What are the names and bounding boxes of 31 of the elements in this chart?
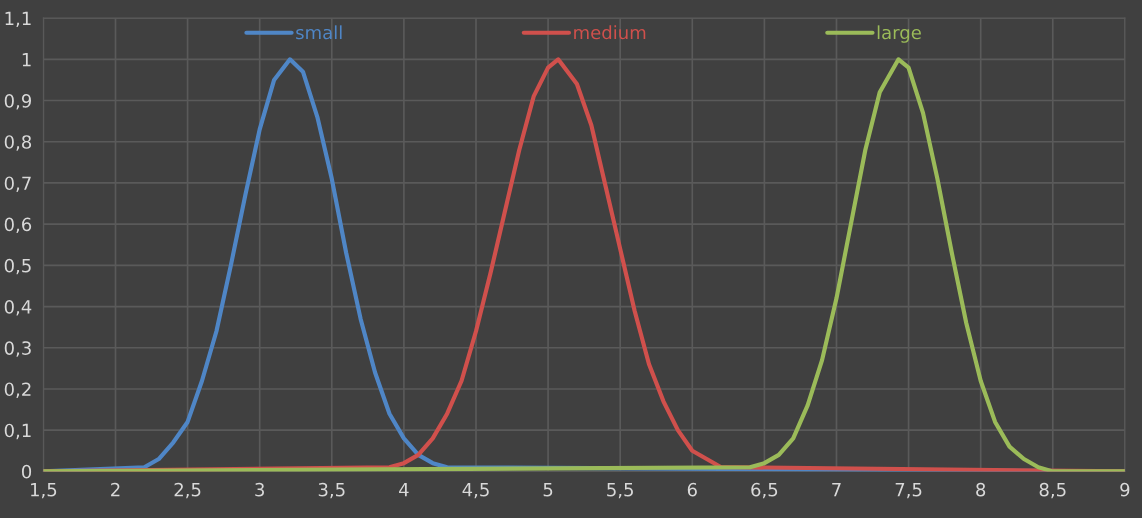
- x-tick-label: 6,5: [751, 482, 778, 499]
- y-tick-label: 0,4: [4, 300, 32, 316]
- x-tick-label: 7: [832, 483, 841, 497]
- y-tick-label: 1: [22, 53, 31, 67]
- x-tick-label: 8: [976, 482, 986, 497]
- y-tick-label: 0,7: [4, 176, 31, 192]
- y-tick-label: 1,1: [5, 11, 31, 28]
- y-tick-label: 0,2: [4, 382, 31, 398]
- x-tick-label: 2: [111, 482, 120, 497]
- x-tick-label: 4,5: [462, 483, 489, 499]
- y-tick-label: 0,3: [4, 341, 31, 357]
- y-tick-label: 0: [21, 464, 32, 479]
- y-tick-label: 0,1: [4, 423, 31, 440]
- legend-label: small: [296, 25, 342, 40]
- y-tick-label: 0,6: [4, 217, 32, 234]
- x-tick-label: 7,5: [895, 483, 922, 499]
- x-tick-label: 8,5: [1039, 482, 1066, 499]
- y-tick-label: 0,5: [4, 258, 31, 275]
- x-tick-label: 6: [687, 482, 697, 497]
- y-tick-label: 0,8: [4, 135, 32, 151]
- x-tick-label: 3: [255, 482, 264, 497]
- y-tick-label: 0,9: [4, 94, 32, 110]
- x-tick-label: 5: [543, 483, 553, 497]
- x-tick-label: 2,5: [174, 482, 201, 499]
- x-tick-label: 9: [1120, 482, 1130, 497]
- x-tick-label: 3,5: [318, 482, 345, 499]
- legend-label: medium: [574, 25, 646, 40]
- x-tick-label: 1,5: [31, 483, 57, 499]
- legend-label: large: [877, 25, 921, 43]
- x-tick-label: 5,5: [607, 483, 633, 499]
- x-tick-label: 4: [399, 483, 409, 497]
